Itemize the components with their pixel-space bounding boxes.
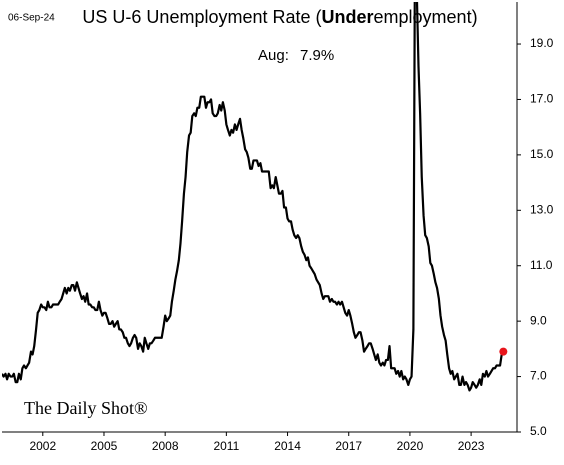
highlight-label: Aug:	[258, 47, 289, 64]
title-part: Under	[322, 7, 374, 27]
y-tick-label: 9.0	[530, 313, 547, 327]
y-tick-label: 13.0	[530, 202, 554, 216]
title-part: US U-6 Unemployment Rate (	[82, 7, 321, 27]
x-tick-label: 2014	[274, 439, 301, 453]
x-tick-label: 2023	[458, 439, 485, 453]
source-watermark: The Daily Shot®	[24, 398, 148, 418]
y-tick-label: 15.0	[530, 147, 554, 161]
x-tick-label: 2020	[397, 439, 424, 453]
y-tick-label: 17.0	[530, 92, 554, 106]
date-stamp: 06-Sep-24	[8, 13, 55, 24]
y-tick-label: 19.0	[530, 36, 554, 50]
y-tick-label: 7.0	[530, 369, 547, 383]
x-tick-label: 2017	[335, 439, 362, 453]
highlight-point	[499, 347, 508, 356]
y-tick-label: 5.0	[530, 424, 547, 438]
x-tick-label: 2008	[152, 439, 179, 453]
x-tick-label: 2011	[213, 439, 239, 453]
highlight-value-label: 7.9%	[300, 47, 334, 64]
x-tick-label: 2002	[29, 439, 56, 453]
chart-title: US U-6 Unemployment Rate (Underemploymen…	[82, 7, 477, 27]
x-tick-label: 2005	[91, 439, 118, 453]
title-part: employment)	[374, 7, 478, 27]
y-tick-label: 11.0	[530, 258, 553, 272]
data-line	[2, 2, 505, 392]
plot-area	[2, 2, 505, 392]
